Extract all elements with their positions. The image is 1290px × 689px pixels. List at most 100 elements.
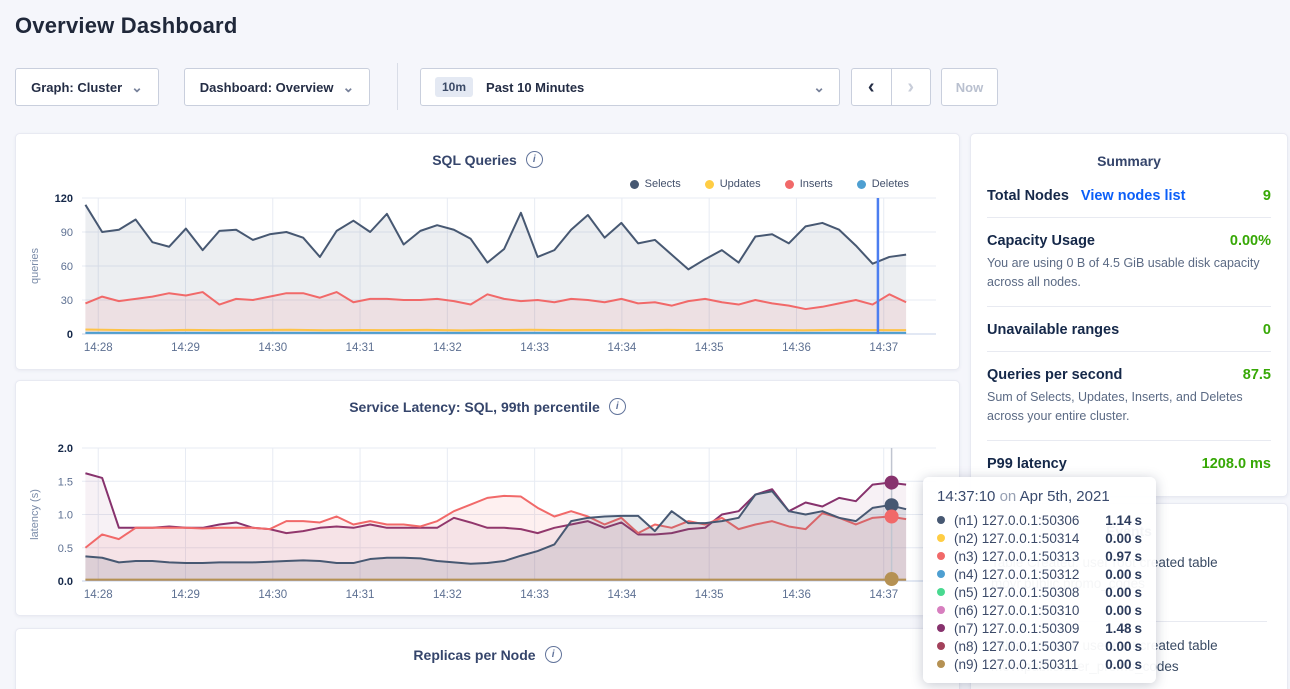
series-dot-icon [937, 516, 945, 524]
tooltip-value: 0.00 [1105, 530, 1132, 546]
prev-range-button[interactable]: ‹ [852, 69, 892, 105]
time-range-selector[interactable]: 10m Past 10 Minutes ⌄ [420, 68, 840, 106]
tooltip-unit: s [1134, 602, 1142, 618]
svg-text:14:31: 14:31 [346, 589, 375, 601]
svg-text:14:36: 14:36 [782, 342, 811, 354]
summary-row-total-nodes: Total Nodes View nodes list 9 [987, 173, 1271, 218]
svg-text:14:33: 14:33 [520, 589, 549, 601]
controls-divider [397, 63, 398, 110]
svg-text:14:34: 14:34 [608, 342, 637, 354]
svg-text:14:30: 14:30 [258, 589, 287, 601]
latency-chart-svg[interactable]: 14:28 14:29 14:30 14:31 14:32 14:33 14:34 14:35… [16, 441, 961, 609]
legend-item[interactable]: Selects [629, 178, 681, 190]
tooltip-node-label: (n2) 127.0.0.1:50314 [954, 530, 1080, 546]
series-dot-icon [937, 534, 945, 542]
sql-legend: Selects Updates Inserts Deletes [629, 178, 909, 190]
tooltip-node-label: (n1) 127.0.0.1:50306 [954, 512, 1080, 528]
info-icon[interactable]: i [525, 151, 543, 168]
tooltip-row: (n1) 127.0.0.1:50306 1.14 s [937, 511, 1142, 529]
svg-text:0.0: 0.0 [58, 576, 73, 588]
tooltip-header: 14:37:10 on Apr 5th, 2021 [937, 488, 1142, 505]
total-nodes-value: 9 [1262, 188, 1271, 204]
svg-text:0: 0 [67, 329, 73, 341]
dashboard-dropdown[interactable]: Dashboard: Overview ⌄ [184, 68, 370, 106]
capacity-label: Capacity Usage [987, 233, 1095, 249]
chart-title: Service Latency: SQL, 99th percentile [349, 398, 600, 415]
tooltip-on: on [999, 488, 1017, 505]
chart-title: SQL Queries [432, 151, 517, 168]
tooltip-date: Apr 5th, 2021 [1019, 488, 1110, 505]
dashboard-dropdown-label: Dashboard: Overview [199, 79, 334, 95]
svg-text:latency (s): latency (s) [29, 489, 41, 540]
series-dot-icon [937, 570, 945, 578]
chart-title: Replicas per Node [413, 646, 536, 663]
sql-chart-header: SQL Queries i [16, 134, 959, 168]
legend-label: Updates [719, 178, 761, 190]
tooltip-node-label: (n8) 127.0.0.1:50307 [954, 638, 1080, 654]
tooltip-value: 0.00 [1105, 602, 1132, 618]
chevron-right-icon: › [907, 75, 915, 98]
summary-row-unavailable: Unavailable ranges 0 [987, 307, 1271, 352]
tooltip-unit: s [1134, 620, 1142, 636]
p99-value: 1208.0 ms [1201, 455, 1271, 472]
next-range-button[interactable]: › [892, 69, 931, 105]
sql-chart-svg[interactable]: 14:28 14:29 14:30 14:31 14:32 14:33 14:34 14:35… [16, 191, 961, 363]
qps-label: Queries per second [987, 366, 1123, 383]
time-range-badge: 10m [435, 77, 474, 97]
info-icon[interactable]: i [608, 398, 626, 415]
tooltip-row: (n2) 127.0.0.1:50314 0.00 s [937, 529, 1142, 547]
page-title: Overview Dashboard [15, 13, 238, 38]
tooltip-time: 14:37:10 [937, 488, 996, 505]
info-icon[interactable]: i [544, 646, 562, 663]
tooltip-value: 0.97 [1105, 548, 1132, 564]
tooltip-row: (n5) 127.0.0.1:50308 0.00 s [937, 583, 1142, 601]
unavailable-label: Unavailable ranges [987, 321, 1120, 338]
capacity-value: 0.00% [1229, 233, 1271, 249]
svg-text:14:32: 14:32 [433, 589, 462, 601]
svg-text:14:35: 14:35 [695, 589, 724, 601]
tooltip-row: (n7) 127.0.0.1:50309 1.48 s [937, 619, 1142, 637]
legend-dot-icon [629, 179, 639, 189]
total-nodes-label: Total Nodes [987, 188, 1069, 204]
series-dot-icon [937, 552, 945, 560]
legend-item[interactable]: Deletes [856, 178, 909, 190]
svg-text:14:33: 14:33 [520, 342, 549, 354]
summary-row-capacity: Capacity Usage 0.00% You are using 0 B o… [987, 218, 1271, 307]
series-dot-icon [937, 660, 945, 668]
svg-text:120: 120 [55, 193, 73, 205]
capacity-desc: You are using 0 B of 4.5 GiB usable disk… [987, 256, 1260, 290]
qps-desc: Sum of Selects, Updates, Inserts, and De… [987, 389, 1243, 424]
graph-dropdown[interactable]: Graph: Cluster ⌄ [15, 68, 159, 106]
tooltip-unit: s [1134, 548, 1142, 564]
replicas-card: Replicas per Node i [15, 628, 960, 689]
chevron-down-icon: ⌄ [813, 79, 825, 95]
now-button[interactable]: Now [941, 68, 998, 106]
view-nodes-link[interactable]: View nodes list [1080, 188, 1186, 204]
svg-text:14:34: 14:34 [608, 589, 637, 601]
legend-dot-icon [856, 179, 866, 189]
qps-value: 87.5 [1242, 366, 1271, 383]
svg-text:14:28: 14:28 [84, 342, 113, 354]
legend-item[interactable]: Updates [704, 178, 761, 190]
svg-text:14:29: 14:29 [171, 589, 200, 601]
summary-panel: Summary Total Nodes View nodes list 9 Ca… [970, 133, 1288, 497]
series-dot-icon [937, 642, 945, 650]
latency-chart-header: Service Latency: SQL, 99th percentile i [16, 381, 959, 415]
series-dot-icon [937, 624, 945, 632]
svg-text:14:29: 14:29 [171, 342, 200, 354]
tooltip-value: 1.14 [1105, 512, 1132, 528]
chevron-down-icon: ⌄ [342, 79, 355, 95]
tooltip-value: 0.00 [1105, 638, 1132, 654]
tooltip-unit: s [1134, 566, 1142, 582]
summary-row-p99: P99 latency 1208.0 ms [987, 441, 1271, 485]
svg-text:30: 30 [61, 295, 73, 307]
replicas-chart-header: Replicas per Node i [16, 629, 959, 663]
svg-text:1.5: 1.5 [58, 476, 73, 488]
legend-item[interactable]: Inserts [784, 178, 833, 190]
series-dot-icon [937, 606, 945, 614]
unavailable-value: 0 [1262, 321, 1271, 338]
time-range-pager: ‹ › [851, 68, 931, 106]
tooltip-node-label: (n9) 127.0.0.1:50311 [954, 656, 1079, 672]
tooltip-node-label: (n4) 127.0.0.1:50312 [954, 566, 1080, 582]
series-dot-icon [937, 588, 945, 596]
